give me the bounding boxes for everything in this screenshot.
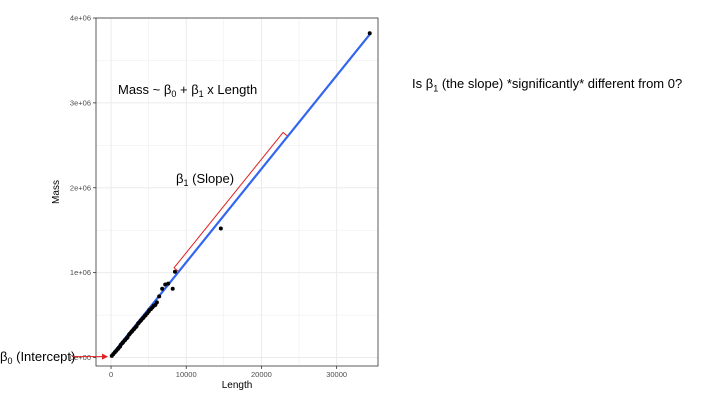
intercept-arrowhead: [102, 353, 109, 360]
formula-annotation: Mass ~ β0 + β1 x Length: [118, 82, 257, 99]
data-point: [160, 286, 165, 291]
data-point: [172, 269, 177, 274]
slope-bracket: [173, 131, 288, 272]
data-point: [166, 281, 171, 286]
data-point: [163, 282, 168, 287]
y-tick-label: 4e+06: [70, 14, 91, 23]
y-tick-label: 3e+06: [70, 98, 91, 107]
plot-panel-border: [95, 17, 379, 367]
x-axis-label: Length: [222, 380, 253, 391]
regression-line: [110, 33, 371, 357]
y-tick-label: 1e+06: [70, 268, 91, 277]
data-point: [170, 286, 175, 291]
y-tick-label: 0e+00: [70, 353, 91, 362]
data-point: [157, 294, 162, 299]
intercept-annotation: β0 (Intercept): [0, 349, 75, 366]
data-point: [218, 226, 223, 231]
x-tick-label: 30000: [326, 370, 347, 379]
x-tick-label: 0: [109, 370, 113, 379]
slope-question: Is β1 (the slope) *significantly* differ…: [412, 76, 683, 94]
y-tick-label: 2e+06: [70, 183, 91, 192]
grid-layer: [96, 17, 378, 366]
fit-line-layer: [110, 33, 371, 357]
data-point: [109, 353, 114, 358]
x-tick-label: 20000: [251, 370, 272, 379]
tick-labels-layer: 0 10000 20000 30000 0e+00 1e+06 2e+06 3e+06 4e+0…: [70, 14, 347, 380]
data-point: [367, 31, 372, 36]
x-tick-label: 10000: [176, 370, 197, 379]
y-axis-label: Mass: [51, 180, 62, 204]
points-layer: [109, 31, 372, 358]
slope-annotation: β1 (Slope): [176, 171, 234, 188]
